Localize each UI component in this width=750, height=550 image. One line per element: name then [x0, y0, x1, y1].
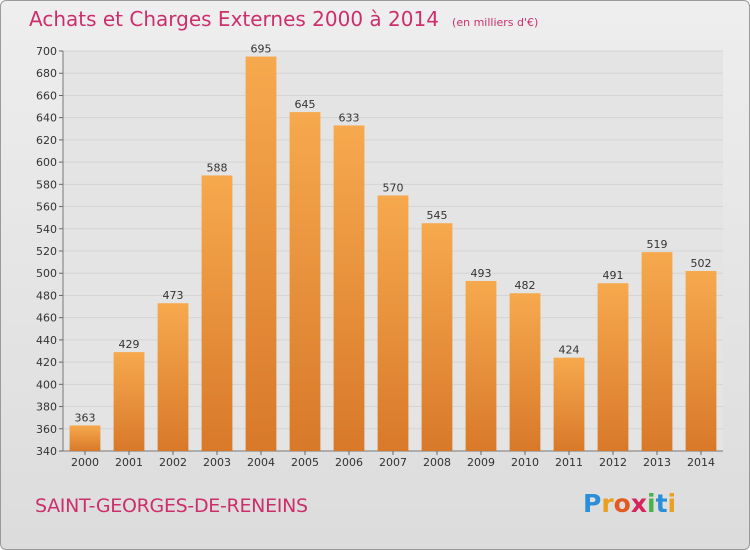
y-tick-label: 400: [36, 378, 57, 391]
x-tick-label-2014: 2014: [687, 456, 715, 469]
bar-2007: [377, 195, 409, 451]
y-tick-label: 580: [36, 178, 57, 191]
chart-title: Achats et Charges Externes 2000 à 2014: [29, 7, 439, 31]
y-tick-label: 360: [36, 423, 57, 436]
data-label-2005: 645: [295, 98, 316, 111]
data-label-2000: 363: [75, 411, 96, 424]
bar-2013: [641, 252, 673, 451]
data-label-2002: 473: [163, 289, 184, 302]
x-tick-label-2003: 2003: [203, 456, 231, 469]
data-label-2014: 502: [691, 257, 712, 270]
bar-2003: [201, 175, 233, 451]
commune-name: SAINT-GEORGES-DE-RENEINS: [35, 495, 308, 517]
y-tick-label: 620: [36, 134, 57, 147]
chart-subtitle: (en milliers d'€): [452, 16, 539, 29]
y-tick-label: 660: [36, 89, 57, 102]
bar-2011: [553, 357, 585, 451]
data-label-2007: 570: [383, 181, 404, 194]
y-tick-label: 500: [36, 267, 57, 280]
title-row: Achats et Charges Externes 2000 à 2014 (…: [29, 7, 538, 31]
x-tick-label-2002: 2002: [159, 456, 187, 469]
x-tick-label-2008: 2008: [423, 456, 451, 469]
x-tick-label-2011: 2011: [555, 456, 583, 469]
data-label-2012: 491: [603, 269, 624, 282]
data-label-2011: 424: [559, 344, 580, 357]
y-tick-label: 380: [36, 401, 57, 414]
data-label-2003: 588: [207, 161, 228, 174]
bar-2010: [509, 293, 541, 451]
x-tick-label-2007: 2007: [379, 456, 407, 469]
y-tick-label: 480: [36, 289, 57, 302]
y-tick-label: 520: [36, 245, 57, 258]
y-tick-label: 440: [36, 334, 57, 347]
data-label-2008: 545: [427, 209, 448, 222]
logo-letter: i: [667, 489, 677, 518]
x-tick-label-2012: 2012: [599, 456, 627, 469]
bars: 363 429 473 588 695 645 633 570 545 493 482 424 491 5…: [69, 43, 717, 452]
bar-2008: [421, 223, 453, 451]
logo-letter: x: [630, 489, 647, 518]
y-tick-label: 420: [36, 356, 57, 369]
data-label-2006: 633: [339, 111, 360, 124]
bar-2014: [685, 271, 717, 451]
x-tick-label-2009: 2009: [467, 456, 495, 469]
x-tick-label-2005: 2005: [291, 456, 319, 469]
y-tick-label: 600: [36, 156, 57, 169]
logo-letter: o: [613, 489, 631, 518]
x-tick-label-2004: 2004: [247, 456, 275, 469]
y-tick-label: 640: [36, 112, 57, 125]
data-label-2009: 493: [471, 267, 492, 280]
x-tick-label-2013: 2013: [643, 456, 671, 469]
y-tick-label: 460: [36, 312, 57, 325]
data-label-2001: 429: [119, 338, 140, 351]
bar-2005: [289, 112, 321, 451]
data-label-2004: 695: [251, 43, 272, 56]
x-tick-label-2000: 2000: [71, 456, 99, 469]
logo-letter: r: [601, 489, 614, 518]
data-label-2010: 482: [515, 279, 536, 292]
logo-letter: i: [647, 489, 656, 518]
logo-letter: t: [655, 489, 668, 518]
logo-letter: P: [583, 489, 602, 518]
y-tick-label: 340: [36, 445, 57, 458]
y-tick-label: 540: [36, 223, 57, 236]
bar-2004: [245, 56, 277, 452]
bar-2001: [113, 352, 145, 451]
bar-2006: [333, 125, 365, 451]
y-tick-label: 560: [36, 201, 57, 214]
x-tick-label-2010: 2010: [511, 456, 539, 469]
bar-2000: [69, 425, 101, 451]
proxiti-logo: Proxiti: [583, 489, 676, 518]
x-tick-label-2001: 2001: [115, 456, 143, 469]
data-label-2013: 519: [647, 238, 668, 251]
y-tick-label: 680: [36, 67, 57, 80]
bar-2012: [597, 283, 629, 451]
x-tick-label-2006: 2006: [335, 456, 363, 469]
x-axis: 2000 2001 2002 2003 2004 2005 2006 2007 2008 2009…: [71, 451, 715, 469]
bar-2009: [465, 281, 497, 451]
bar-2002: [157, 303, 189, 451]
y-tick-label: 700: [36, 45, 57, 58]
